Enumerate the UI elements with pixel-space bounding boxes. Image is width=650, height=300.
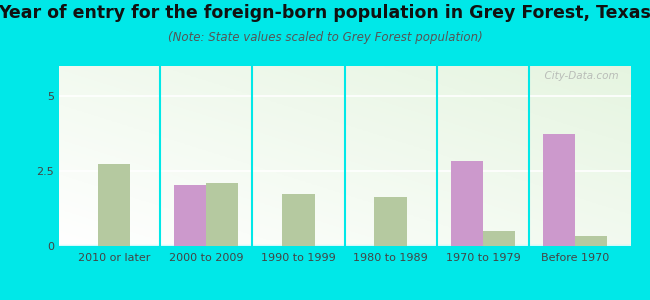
Bar [174, 184, 206, 246]
Bar [543, 134, 575, 246]
Bar [374, 196, 407, 246]
Bar [98, 164, 130, 246]
Bar [483, 231, 515, 246]
Text: City-Data.com: City-Data.com [538, 71, 619, 81]
Text: Year of entry for the foreign-born population in Grey Forest, Texas: Year of entry for the foreign-born popul… [0, 4, 650, 22]
Text: (Note: State values scaled to Grey Forest population): (Note: State values scaled to Grey Fores… [168, 32, 482, 44]
Bar [206, 183, 239, 246]
Bar [450, 160, 483, 246]
Bar [575, 236, 608, 246]
Bar [282, 194, 315, 246]
